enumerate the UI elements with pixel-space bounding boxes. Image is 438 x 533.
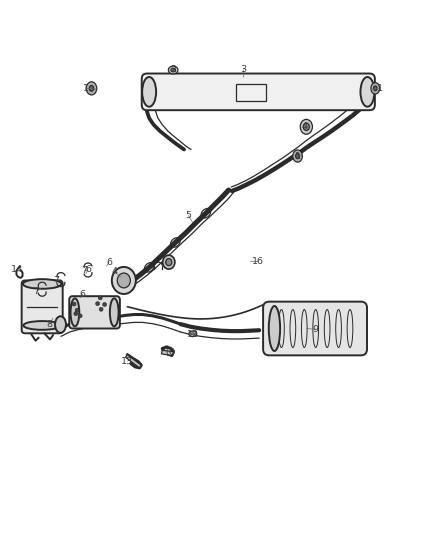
Text: 13: 13 — [121, 357, 134, 366]
Ellipse shape — [360, 77, 374, 107]
Ellipse shape — [293, 150, 302, 162]
Text: 8: 8 — [46, 320, 53, 329]
Ellipse shape — [72, 302, 76, 306]
Ellipse shape — [95, 302, 99, 305]
Ellipse shape — [74, 312, 78, 316]
Text: 3: 3 — [240, 64, 246, 74]
Ellipse shape — [189, 331, 197, 336]
Ellipse shape — [102, 303, 106, 306]
Polygon shape — [126, 354, 141, 368]
Ellipse shape — [171, 68, 175, 72]
Text: 12: 12 — [187, 330, 199, 339]
FancyBboxPatch shape — [263, 302, 367, 356]
Polygon shape — [161, 350, 173, 356]
Text: 6: 6 — [80, 289, 86, 298]
Text: 7: 7 — [33, 287, 39, 296]
Ellipse shape — [23, 279, 61, 289]
Text: 6: 6 — [106, 257, 112, 266]
FancyBboxPatch shape — [21, 280, 63, 333]
Ellipse shape — [142, 77, 156, 107]
Text: 10: 10 — [164, 349, 176, 358]
Ellipse shape — [371, 83, 380, 94]
Ellipse shape — [86, 82, 97, 95]
Ellipse shape — [269, 306, 280, 351]
Ellipse shape — [110, 298, 119, 326]
Ellipse shape — [162, 255, 175, 269]
Text: 14: 14 — [11, 265, 23, 274]
Ellipse shape — [112, 267, 136, 294]
Ellipse shape — [55, 316, 66, 333]
Ellipse shape — [78, 314, 82, 318]
Ellipse shape — [303, 123, 309, 131]
Text: 7: 7 — [81, 266, 88, 276]
Text: 1: 1 — [377, 84, 383, 93]
Text: 6: 6 — [85, 265, 91, 274]
Text: 16: 16 — [252, 257, 264, 266]
Text: 1: 1 — [83, 84, 89, 93]
Ellipse shape — [168, 66, 178, 74]
Text: 5: 5 — [185, 211, 191, 220]
Ellipse shape — [296, 154, 300, 159]
Ellipse shape — [99, 308, 103, 311]
Ellipse shape — [89, 85, 94, 91]
FancyBboxPatch shape — [142, 74, 375, 110]
Text: 2: 2 — [170, 64, 176, 74]
Text: 7: 7 — [53, 276, 60, 285]
Text: 1: 1 — [295, 151, 300, 160]
Text: 4: 4 — [111, 267, 117, 276]
Ellipse shape — [374, 86, 377, 91]
Ellipse shape — [117, 273, 131, 288]
Ellipse shape — [71, 298, 79, 326]
Ellipse shape — [98, 296, 102, 300]
Ellipse shape — [166, 259, 172, 265]
Text: 9: 9 — [312, 325, 318, 334]
FancyBboxPatch shape — [69, 296, 120, 328]
Ellipse shape — [191, 333, 194, 335]
Ellipse shape — [300, 119, 312, 134]
Ellipse shape — [75, 308, 79, 312]
FancyBboxPatch shape — [236, 84, 266, 101]
Text: 4: 4 — [301, 122, 307, 131]
Ellipse shape — [23, 321, 61, 330]
